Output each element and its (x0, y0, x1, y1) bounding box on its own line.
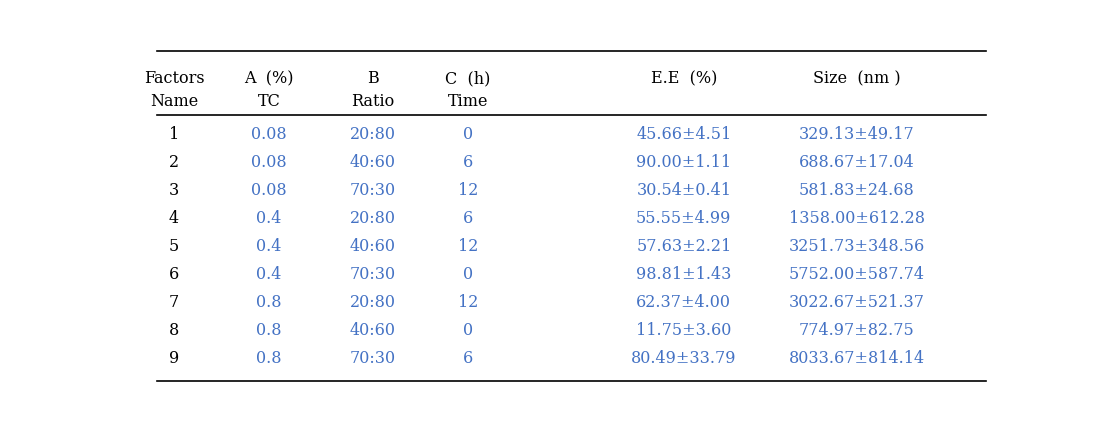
Text: 0.08: 0.08 (251, 182, 287, 199)
Text: 70:30: 70:30 (350, 182, 396, 199)
Text: 581.83±24.68: 581.83±24.68 (798, 182, 914, 199)
Text: Size  (nm ): Size (nm ) (813, 71, 901, 87)
Text: 1358.00±612.28: 1358.00±612.28 (788, 210, 924, 227)
Text: 20:80: 20:80 (350, 294, 396, 311)
Text: Time: Time (447, 93, 488, 110)
Text: 0.4: 0.4 (256, 210, 282, 227)
Text: 3251.73±348.56: 3251.73±348.56 (788, 238, 924, 255)
Text: 0: 0 (463, 266, 473, 283)
Text: 70:30: 70:30 (350, 266, 396, 283)
Text: 6: 6 (463, 350, 473, 367)
Text: 774.97±82.75: 774.97±82.75 (798, 322, 914, 339)
Text: 12: 12 (457, 238, 478, 255)
Text: 98.81±1.43: 98.81±1.43 (636, 266, 731, 283)
Text: 0.8: 0.8 (256, 350, 282, 367)
Text: 70:30: 70:30 (350, 350, 396, 367)
Text: 11.75±3.60: 11.75±3.60 (636, 322, 731, 339)
Text: 0.08: 0.08 (251, 154, 287, 171)
Text: 0.4: 0.4 (256, 238, 282, 255)
Text: C  (h): C (h) (445, 71, 491, 87)
Text: 8: 8 (168, 322, 180, 339)
Text: 12: 12 (457, 294, 478, 311)
Text: 0.8: 0.8 (256, 322, 282, 339)
Text: 0.08: 0.08 (251, 126, 287, 143)
Text: E.E  (%): E.E (%) (650, 71, 717, 87)
Text: 3: 3 (168, 182, 180, 199)
Text: Ratio: Ratio (351, 93, 395, 110)
Text: 40:60: 40:60 (350, 154, 396, 171)
Text: Name: Name (149, 93, 198, 110)
Text: 30.54±0.41: 30.54±0.41 (637, 182, 731, 199)
Text: 1: 1 (168, 126, 180, 143)
Text: 5: 5 (168, 238, 180, 255)
Text: 90.00±1.11: 90.00±1.11 (637, 154, 731, 171)
Text: 0: 0 (463, 126, 473, 143)
Text: 40:60: 40:60 (350, 322, 396, 339)
Text: 9: 9 (168, 350, 180, 367)
Text: 62.37±4.00: 62.37±4.00 (637, 294, 731, 311)
Text: 329.13±49.17: 329.13±49.17 (798, 126, 914, 143)
Text: 55.55±4.99: 55.55±4.99 (636, 210, 731, 227)
Text: 5752.00±587.74: 5752.00±587.74 (788, 266, 924, 283)
Text: 6: 6 (463, 154, 473, 171)
Text: 688.67±17.04: 688.67±17.04 (798, 154, 914, 171)
Text: 0.4: 0.4 (256, 266, 282, 283)
Text: 4: 4 (168, 210, 180, 227)
Text: 3022.67±521.37: 3022.67±521.37 (788, 294, 924, 311)
Text: 8033.67±814.14: 8033.67±814.14 (788, 350, 924, 367)
Text: 20:80: 20:80 (350, 126, 396, 143)
Text: 7: 7 (168, 294, 180, 311)
Text: 0: 0 (463, 322, 473, 339)
Text: 6: 6 (463, 210, 473, 227)
Text: 0.8: 0.8 (256, 294, 282, 311)
Text: 20:80: 20:80 (350, 210, 396, 227)
Text: 45.66±4.51: 45.66±4.51 (637, 126, 731, 143)
Text: 2: 2 (168, 154, 180, 171)
Text: 80.49±33.79: 80.49±33.79 (631, 350, 737, 367)
Text: A  (%): A (%) (244, 71, 293, 87)
Text: Factors: Factors (144, 71, 204, 87)
Text: 57.63±2.21: 57.63±2.21 (637, 238, 731, 255)
Text: 6: 6 (168, 266, 180, 283)
Text: 12: 12 (457, 182, 478, 199)
Text: B: B (367, 71, 379, 87)
Text: 40:60: 40:60 (350, 238, 396, 255)
Text: TC: TC (258, 93, 281, 110)
